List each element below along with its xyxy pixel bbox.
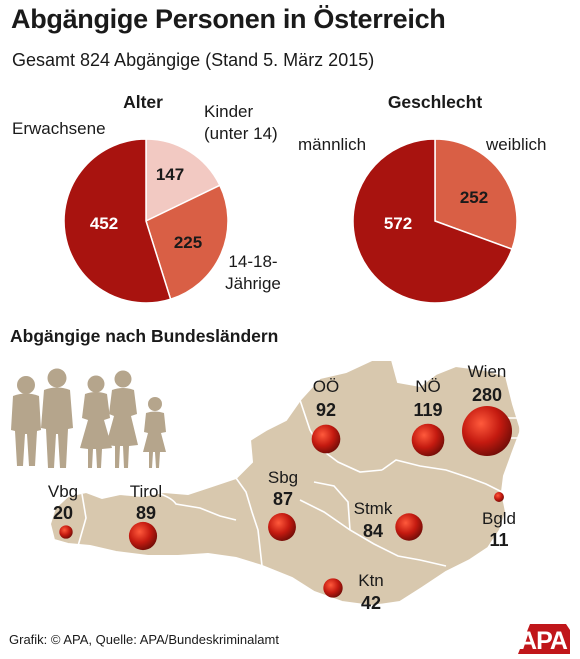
state-borders [77, 399, 521, 567]
pie-value-weiblich: 252 [460, 188, 488, 207]
pie-title: Alter [123, 92, 163, 112]
bubble-sbg [268, 513, 296, 541]
region-value-stmk: 84 [363, 521, 383, 541]
region-label-bgld: Bgld [482, 509, 516, 528]
region-value-nö: 119 [413, 400, 442, 420]
region-label-vbg: Vbg [48, 482, 78, 501]
region-value-tirol: 89 [136, 503, 156, 523]
bubble-bgld [494, 492, 504, 502]
pie-alter: Alter Erwachsene Kinder (unter 14) 14-18-Jäh… [12, 92, 281, 304]
pie-value-kinder-unter-14: 147 [156, 165, 184, 184]
region-value-ktn: 42 [361, 593, 381, 613]
region-sbg: Sbg 87 [268, 468, 298, 541]
bubble-stmk [395, 513, 423, 541]
region-value-bgld: 11 [489, 530, 508, 550]
region-label-tirol: Tirol [130, 482, 162, 501]
pie-slice-weiblich [434, 138, 518, 251]
pie-slice-14-18-jährige [145, 184, 229, 301]
pie-geschlecht: Geschlecht männlich weiblich 572 252 [298, 92, 546, 304]
pie-slice-kinder-unter-14 [145, 138, 221, 223]
region-stmk: Stmk 84 [354, 499, 423, 541]
pie-charts: Alter Erwachsene Kinder (unter 14) 14-18-Jäh… [12, 92, 546, 304]
pie-title: Geschlecht [388, 92, 483, 112]
bubble-oö [311, 424, 341, 454]
austria-map [48, 359, 523, 608]
region-value-oö: 92 [316, 400, 336, 420]
region-value-sbg: 87 [273, 489, 293, 509]
pie-label-weiblich: weiblich [485, 135, 546, 154]
pie-label-kinder-unter-14: Kinder (unter 14) [204, 102, 278, 143]
pie-label-14-18-jährige: 14-18-Jährige [225, 252, 281, 293]
map-title: Abgängige nach Bundesländern [10, 326, 278, 346]
source-footer: Grafik: © APA, Quelle: APA/Bundeskrimina… [9, 632, 279, 647]
region-label-sbg: Sbg [268, 468, 298, 487]
region-ktn: Ktn 42 [323, 571, 384, 613]
austria-outline [48, 359, 523, 608]
region-bubbles: Vbg 20 Tirol 89 Sbg 87 OÖ 92 NÖ 119 Wien 280 Stmk 84 K… [48, 362, 516, 613]
chart-title: Abgängige Personen in Österreich [11, 4, 446, 34]
pie-value-männlich: 572 [384, 214, 412, 233]
region-wien: Wien 280 [462, 362, 512, 456]
bubble-tirol [128, 521, 158, 551]
bubble-nö [411, 423, 445, 457]
region-vbg: Vbg 20 [48, 482, 78, 539]
pie-label-erwachsene: Erwachsene [12, 119, 106, 138]
region-label-wien: Wien [468, 362, 507, 381]
region-value-vbg: 20 [53, 503, 73, 523]
chart-subtitle: Gesamt 824 Abgängige (Stand 5. März 2015… [12, 50, 375, 70]
region-label-nö: NÖ [415, 377, 441, 396]
region-label-stmk: Stmk [354, 499, 393, 518]
pie-slice-erwachsene [63, 138, 172, 304]
people-silhouettes-icon [11, 368, 166, 468]
region-label-oö: OÖ [313, 377, 339, 396]
pie-slice-männlich [352, 138, 513, 304]
bubble-ktn [323, 578, 343, 598]
region-value-wien: 280 [472, 385, 502, 405]
pie-value-erwachsene: 452 [90, 214, 118, 233]
apa-logo-icon: APA [514, 620, 572, 655]
pie-value-14-18-jährige: 225 [174, 233, 202, 252]
region-label-ktn: Ktn [358, 571, 384, 590]
region-oö: OÖ 92 [311, 377, 341, 454]
pie-label-männlich: männlich [298, 135, 366, 154]
region-bgld: Bgld 11 [482, 492, 516, 550]
bubble-vbg [59, 525, 73, 539]
region-nö: NÖ 119 [411, 377, 445, 457]
bubble-wien [462, 406, 512, 456]
region-tirol: Tirol 89 [128, 482, 162, 551]
